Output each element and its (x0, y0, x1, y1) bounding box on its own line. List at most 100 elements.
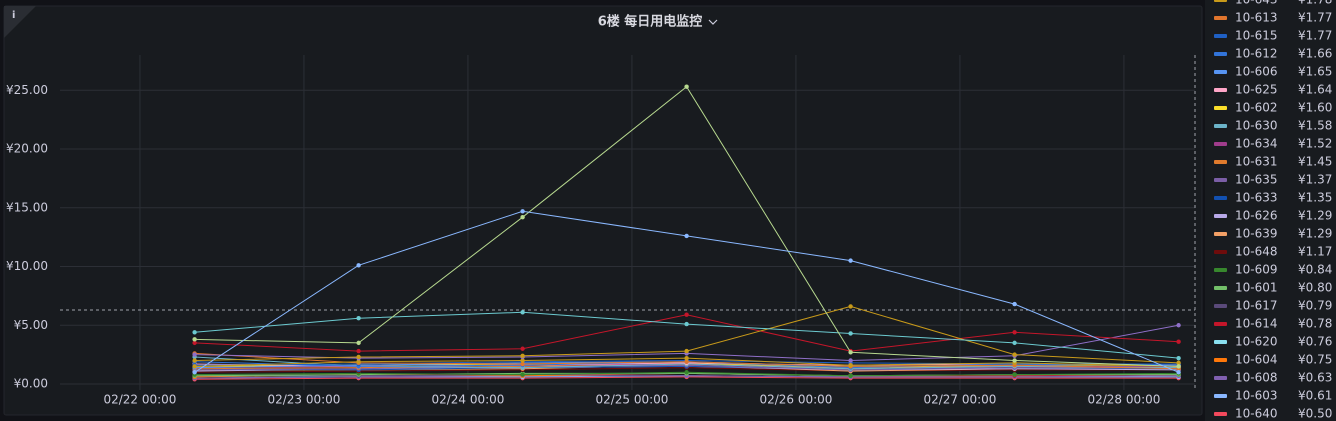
legend-value: ¥1.29 (1298, 209, 1332, 223)
legend-name: 10-633 (1235, 191, 1278, 205)
legend-name: 10-612 (1235, 47, 1278, 61)
data-point (684, 233, 689, 239)
legend-swatch (1214, 286, 1227, 290)
legend-swatch (1214, 196, 1227, 200)
legend-value: ¥1.17 (1298, 245, 1332, 259)
legend-swatch (1214, 340, 1227, 344)
legend-swatch (1214, 412, 1227, 416)
legend: 10-643 ¥1.78 10-613 ¥1.77 10-615 ¥1.77 10-612 ¥… (1214, 0, 1332, 421)
data-point (848, 304, 853, 309)
legend-swatch (1214, 142, 1227, 146)
legend-value: ¥0.80 (1298, 281, 1332, 295)
legend-value: ¥0.50 (1298, 407, 1332, 421)
data-point (192, 370, 197, 375)
data-point (1176, 323, 1181, 328)
data-point (848, 258, 853, 263)
data-point (520, 346, 525, 351)
data-point (684, 312, 689, 317)
legend-value: ¥1.77 (1298, 11, 1332, 25)
data-point (848, 358, 853, 363)
legend-value: ¥0.61 (1298, 389, 1332, 403)
x-tick-label: 02/23 00:00 (267, 393, 340, 407)
legend-swatch (1214, 88, 1227, 92)
legend-name: 10-615 (1235, 29, 1278, 43)
data-point (520, 361, 525, 367)
legend-swatch (1214, 250, 1227, 254)
legend-name: 10-606 (1235, 65, 1278, 79)
legend-name: 10-640 (1235, 407, 1278, 421)
legend-name: 10-631 (1235, 155, 1278, 169)
data-point (1012, 340, 1017, 346)
legend-value: ¥1.65 (1298, 65, 1332, 79)
data-point (684, 84, 689, 89)
legend-name: 10-643 (1235, 0, 1278, 7)
x-tick-label: 02/24 00:00 (431, 393, 504, 407)
legend-name: 10-602 (1235, 101, 1278, 115)
data-point (192, 337, 197, 342)
legend-swatch (1214, 70, 1227, 74)
title-chevron[interactable] (708, 19, 718, 25)
legend-name: 10-601 (1235, 281, 1278, 295)
legend-panel (1205, 0, 1336, 421)
data-point (520, 209, 525, 214)
legend-swatch (1214, 34, 1227, 38)
data-point (1176, 370, 1181, 375)
data-point (1176, 360, 1181, 366)
data-point (848, 331, 853, 336)
data-point (848, 363, 853, 368)
data-point (1012, 301, 1017, 307)
legend-value: ¥1.78 (1298, 0, 1332, 7)
legend-value: ¥0.75 (1298, 353, 1332, 367)
data-point (1176, 355, 1181, 361)
data-point (356, 348, 361, 354)
data-point (1012, 330, 1017, 335)
legend-swatch (1214, 160, 1227, 164)
legend-name: 10-626 (1235, 209, 1278, 223)
panel-title[interactable]: 6楼 每日用电监控 (598, 14, 703, 30)
x-tick-label: 02/28 00:00 (1087, 393, 1160, 407)
legend-value: ¥1.37 (1298, 173, 1332, 187)
legend-name: 10-634 (1235, 137, 1278, 151)
legend-value: ¥0.76 (1298, 335, 1332, 349)
info-icon: i (12, 10, 15, 21)
legend-name: 10-620 (1235, 335, 1278, 349)
legend-swatch (1214, 52, 1227, 56)
x-tick-label: 02/25 00:00 (595, 393, 668, 407)
legend-value: ¥0.79 (1298, 299, 1332, 313)
data-point (356, 316, 361, 321)
legend-name: 10-635 (1235, 173, 1278, 187)
legend-swatch (1214, 178, 1227, 182)
data-point (1176, 364, 1181, 369)
legend-swatch (1214, 394, 1227, 398)
data-point (356, 340, 361, 346)
data-point (684, 370, 689, 375)
legend-value: ¥1.29 (1298, 227, 1332, 241)
legend-name: 10-625 (1235, 83, 1278, 97)
legend-swatch (1214, 214, 1227, 218)
x-tick-label: 02/22 00:00 (103, 393, 176, 407)
data-point (356, 354, 361, 360)
info-corner[interactable] (4, 6, 36, 38)
legend-value: ¥0.78 (1298, 317, 1332, 331)
y-tick-label: ¥25.00 (6, 83, 48, 97)
legend-name: 10-609 (1235, 263, 1278, 277)
data-point (520, 358, 525, 363)
data-point (1176, 339, 1181, 344)
x-tick-label: 02/27 00:00 (923, 393, 996, 407)
data-point (356, 263, 361, 268)
legend-name: 10-639 (1235, 227, 1278, 241)
data-point (520, 353, 525, 358)
data-point (1012, 352, 1017, 357)
legend-value: ¥1.52 (1298, 137, 1332, 151)
legend-swatch (1214, 268, 1227, 272)
data-point (192, 352, 197, 357)
data-point (192, 340, 197, 346)
legend-swatch (1214, 376, 1227, 380)
data-point (192, 364, 197, 369)
y-tick-label: ¥15.00 (6, 200, 48, 214)
x-tick-label: 02/26 00:00 (759, 393, 832, 407)
legend-swatch (1214, 16, 1227, 20)
data-point (848, 373, 853, 378)
legend-value: ¥1.45 (1298, 155, 1332, 169)
